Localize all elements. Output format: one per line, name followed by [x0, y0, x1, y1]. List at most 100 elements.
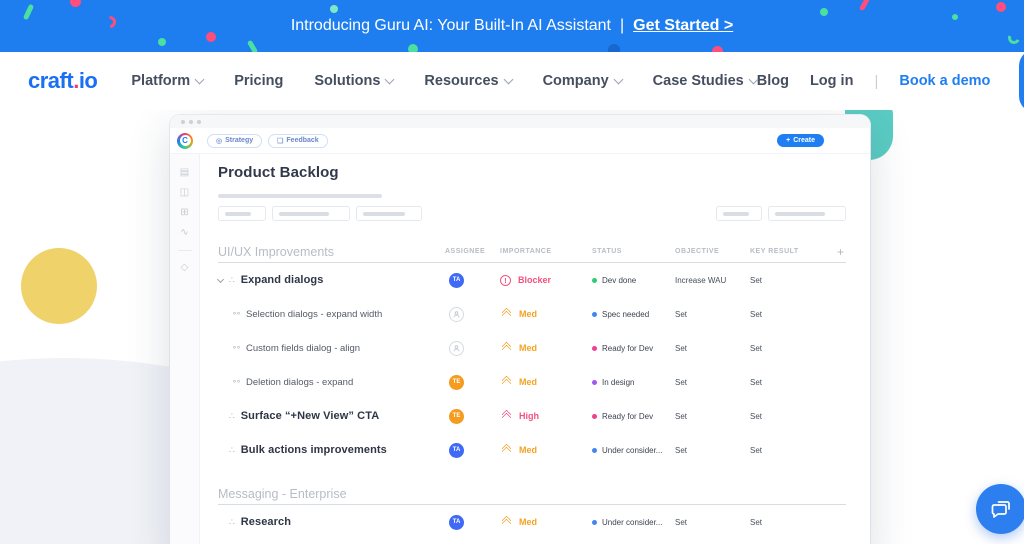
window-control-dot — [197, 119, 201, 124]
priority-med-icon — [500, 375, 512, 389]
app-toolbar: C ◎ Strategy ❑ Feedback + Create — [170, 128, 870, 154]
item-type-icon: ∘∘ — [232, 377, 241, 386]
confetti — [712, 46, 723, 52]
table-row[interactable]: ∴ Research TA Med Under consider... Set S… — [229, 514, 763, 530]
banner-message: Introducing Guru AI: Your Built-In AI As… — [290, 17, 611, 34]
table-row[interactable]: ∴ Bulk actions improvements TA Med Under … — [229, 442, 763, 458]
nav-item-solutions[interactable]: Solutions — [314, 73, 395, 89]
feedback-pill-button[interactable]: ❑ Feedback — [268, 133, 328, 148]
unassigned-avatar-icon[interactable] — [449, 340, 464, 356]
confetti — [820, 8, 828, 16]
table-header: Messaging - Enterprise — [218, 483, 846, 505]
avatar[interactable]: TE — [449, 374, 464, 390]
filter-control[interactable] — [218, 206, 266, 221]
column-importance: IMPORTANCE — [500, 248, 552, 255]
filter-control[interactable] — [272, 206, 350, 221]
table-row[interactable]: ∘∘ Custom fields dialog - align Med Ready… — [232, 340, 763, 356]
try-for-free-button[interactable]: Try for free — [1019, 49, 1024, 113]
chevron-down-icon — [384, 74, 395, 85]
insights-icon[interactable]: ∿ — [180, 227, 189, 238]
add-column-button[interactable]: + — [836, 244, 844, 259]
filter-control[interactable] — [716, 206, 762, 221]
nav-item-login[interactable]: Log in — [809, 73, 854, 89]
item-type-icon: ∴ — [229, 444, 235, 455]
app-sidebar-rail: ▤ ◫ ⊞ ∿ ◇ — [170, 154, 200, 544]
blocker-icon: ! — [500, 274, 511, 286]
item-type-icon: ∘∘ — [232, 343, 241, 352]
avatar[interactable]: TA — [449, 272, 464, 288]
group-title: UI/UX Improvements — [218, 244, 335, 259]
confetti — [22, 3, 35, 21]
column-objective: OBJECTIVE — [675, 248, 720, 255]
status-dot — [592, 277, 597, 283]
table-row[interactable]: ∘∘ Selection dialogs - expand width Med S… — [232, 306, 763, 322]
table-row[interactable]: ∘∘ Deletion dialogs - expand TE Med In de… — [232, 374, 763, 390]
priority-high-icon — [500, 409, 512, 423]
nav-item-resources[interactable]: Resources — [424, 73, 514, 89]
nav-actions: Blog Log in | Book a demo Try for free — [757, 49, 1024, 113]
item-type-icon: ∴ — [229, 516, 235, 527]
banner-cta-link[interactable]: Get Started > — [633, 17, 734, 34]
filter-control[interactable] — [768, 206, 846, 221]
nav-item-blog[interactable]: Blog — [756, 73, 789, 89]
column-assignee: ASSIGNEE — [445, 248, 486, 255]
table-header: UI/UX Improvements ASSIGNEE IMPORTANCE S… — [218, 241, 846, 263]
banner-separator: | — [620, 17, 625, 34]
column-key-result: KEY RESULT — [750, 248, 799, 255]
priority-med-icon — [500, 443, 512, 457]
craft-io-logo[interactable]: craft.io — [28, 68, 98, 94]
avatar[interactable]: TE — [449, 408, 464, 424]
window-titlebar — [170, 115, 870, 128]
nav-item-case-studies[interactable]: Case Studies — [653, 73, 759, 89]
page-title: Product Backlog — [218, 164, 339, 181]
confetti — [608, 44, 620, 52]
status-dot — [592, 311, 597, 317]
logo-tld: io — [78, 68, 98, 93]
logo-dot: . — [73, 68, 79, 93]
nav-links: Platform Pricing Solutions Resources Com… — [131, 73, 759, 89]
plus-icon: + — [786, 137, 791, 144]
confetti — [952, 14, 958, 20]
chevron-down-icon — [194, 74, 205, 85]
create-button[interactable]: + Create — [777, 134, 824, 147]
confetti — [206, 32, 216, 42]
strategy-pill-button[interactable]: ◎ Strategy — [207, 133, 263, 148]
table-row[interactable]: ∴ Expand dialogs TA ! Blocker Dev done Inc… — [216, 263, 846, 297]
status-dot — [592, 379, 597, 385]
product-screenshot-window: C ◎ Strategy ❑ Feedback + Create ▤ ◫ ⊞ ∿ ◇ … — [170, 115, 870, 544]
backlog-table: UI/UX Improvements ASSIGNEE IMPORTANCE S… — [216, 241, 846, 539]
chevron-down-icon — [613, 74, 624, 85]
chevron-expand-icon[interactable] — [216, 275, 225, 283]
confetti — [408, 44, 418, 52]
craft-app-logo[interactable]: C — [177, 132, 193, 149]
title-underline — [218, 194, 382, 198]
book-a-demo-link[interactable]: Book a demo — [899, 73, 991, 89]
window-control-dot — [189, 119, 193, 124]
status-dot — [592, 519, 597, 525]
priority-med-icon — [500, 341, 512, 355]
nav-item-pricing[interactable]: Pricing — [234, 73, 284, 89]
avatar[interactable]: TA — [449, 514, 464, 530]
nav-item-platform[interactable]: Platform — [131, 73, 205, 89]
priority-med-icon — [500, 515, 512, 529]
confetti — [246, 39, 259, 52]
status-dot — [592, 413, 597, 419]
group-title: Messaging - Enterprise — [218, 486, 347, 501]
hero-section: C ◎ Strategy ❑ Feedback + Create ▤ ◫ ⊞ ∿ ◇ … — [0, 102, 1024, 544]
filter-control[interactable] — [356, 206, 422, 221]
confetti — [158, 38, 166, 46]
nav-item-company[interactable]: Company — [543, 73, 624, 89]
confetti — [996, 2, 1006, 12]
chat-widget-button[interactable] — [976, 484, 1024, 534]
avatar[interactable]: TA — [449, 442, 464, 458]
target-icon: ◎ — [216, 137, 223, 145]
confetti — [1006, 30, 1022, 46]
board-icon[interactable]: ▤ — [179, 167, 190, 178]
status-dot — [592, 447, 597, 453]
unassigned-avatar-icon[interactable] — [449, 306, 464, 322]
table-row[interactable]: ∴ Surface “+New View” CTA TE High Ready f… — [229, 408, 763, 424]
gem-icon[interactable]: ◇ — [180, 262, 189, 273]
modules-icon[interactable]: ◫ — [179, 187, 190, 198]
item-type-icon: ∴ — [229, 410, 235, 421]
grid-icon[interactable]: ⊞ — [180, 207, 189, 218]
